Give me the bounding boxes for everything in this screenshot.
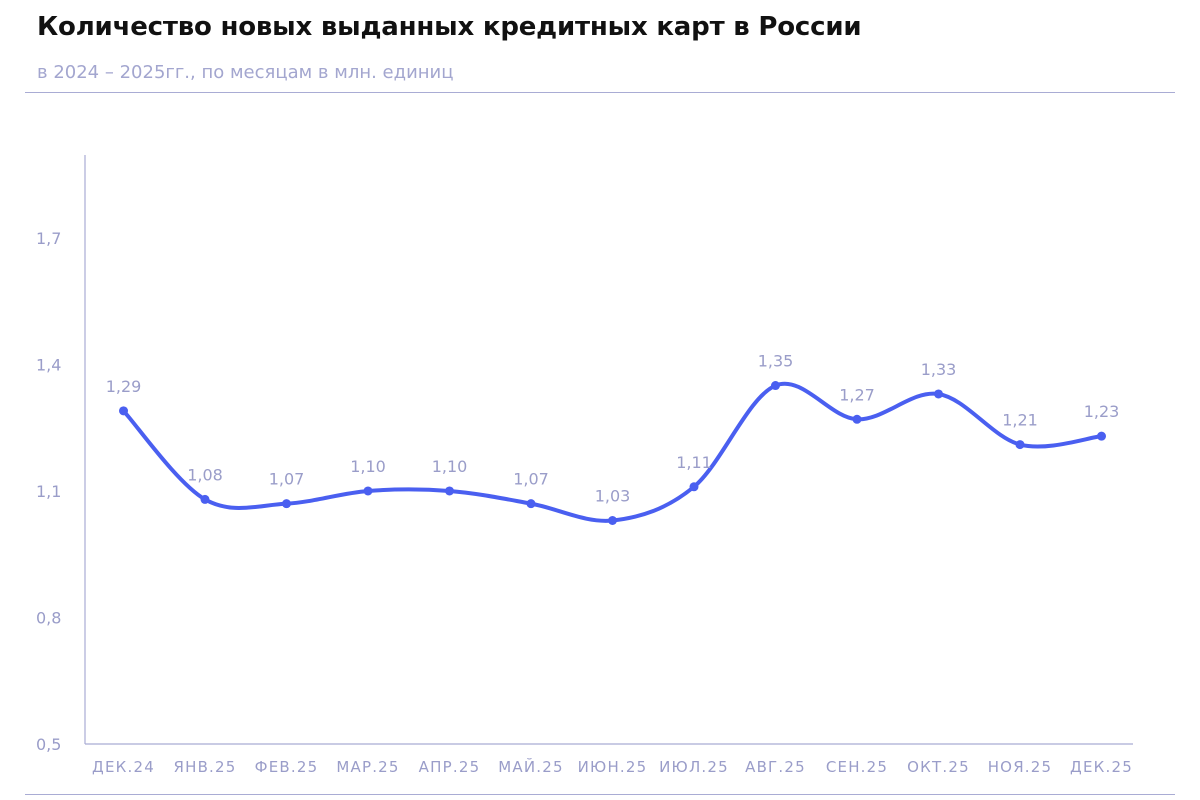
x-tick-label: ОКТ.25 [907, 758, 970, 776]
data-label: 1,33 [921, 360, 957, 379]
x-tick-label: ИЮН.25 [578, 758, 648, 776]
x-tick-label: МАР.25 [336, 758, 399, 776]
data-label: 1,10 [432, 457, 468, 476]
chart-title: Количество новых выданных кредитных карт… [37, 12, 862, 42]
data-label: 1,08 [187, 465, 223, 484]
data-label: 1,23 [1084, 402, 1120, 421]
data-label: 1,29 [106, 377, 142, 396]
y-tick-label: 1,1 [36, 482, 61, 501]
x-tick-label: АВГ.25 [745, 758, 806, 776]
x-tick-label: СЕН.25 [826, 758, 888, 776]
data-label: 1,35 [758, 352, 794, 371]
data-point [200, 494, 210, 504]
data-label: 1,21 [1002, 411, 1038, 430]
x-tick-label: ФЕВ.25 [255, 758, 319, 776]
x-tick-label: МАЙ.25 [498, 757, 563, 776]
y-tick-label: 1,7 [36, 229, 61, 248]
y-axis-ticks: 0,5 0,8 1,1 1,4 1,7 [36, 229, 61, 754]
y-tick-label: 0,5 [36, 735, 61, 754]
x-tick-label: ЯНВ.25 [173, 758, 236, 776]
data-point [363, 486, 373, 496]
data-point [1015, 440, 1025, 450]
x-tick-label: ДЕК.25 [1070, 758, 1133, 776]
data-point [282, 499, 291, 509]
data-label: 1,07 [269, 470, 305, 489]
data-point [526, 499, 536, 509]
data-point [771, 381, 780, 391]
data-label: 1,11 [676, 453, 712, 472]
chart-axes [84, 155, 1133, 745]
data-point [445, 486, 454, 496]
data-label: 1,03 [595, 486, 631, 505]
header-divider [25, 92, 1175, 93]
data-point [689, 482, 699, 492]
x-tick-label: АПР.25 [419, 758, 481, 776]
x-tick-label: ДЕК.24 [92, 758, 155, 776]
data-point [1097, 431, 1106, 441]
y-tick-label: 0,8 [36, 608, 61, 627]
data-point [934, 389, 943, 399]
data-point [608, 515, 617, 525]
data-points [119, 381, 1106, 525]
data-labels: 1,29 1,08 1,07 1,10 1,10 1,07 1,03 1,11 1,35 1,27… [106, 352, 1120, 506]
chart-subtitle: в 2024 – 2025гг., по месяцам в млн. един… [37, 62, 454, 83]
x-axis-ticks: ДЕК.24 ЯНВ.25 ФЕВ.25 МАР.25 АПР.25 МАЙ.25 ИЮН.… [92, 757, 1133, 776]
x-tick-label: НОЯ.25 [988, 758, 1053, 776]
x-tick-label: ИЮЛ.25 [659, 758, 729, 776]
data-label: 1,07 [513, 470, 549, 489]
footer-divider [25, 794, 1175, 795]
data-label: 1,10 [350, 457, 386, 476]
data-point [119, 406, 128, 416]
data-label: 1,27 [839, 385, 875, 404]
data-point [852, 414, 862, 424]
y-tick-label: 1,4 [36, 355, 61, 374]
